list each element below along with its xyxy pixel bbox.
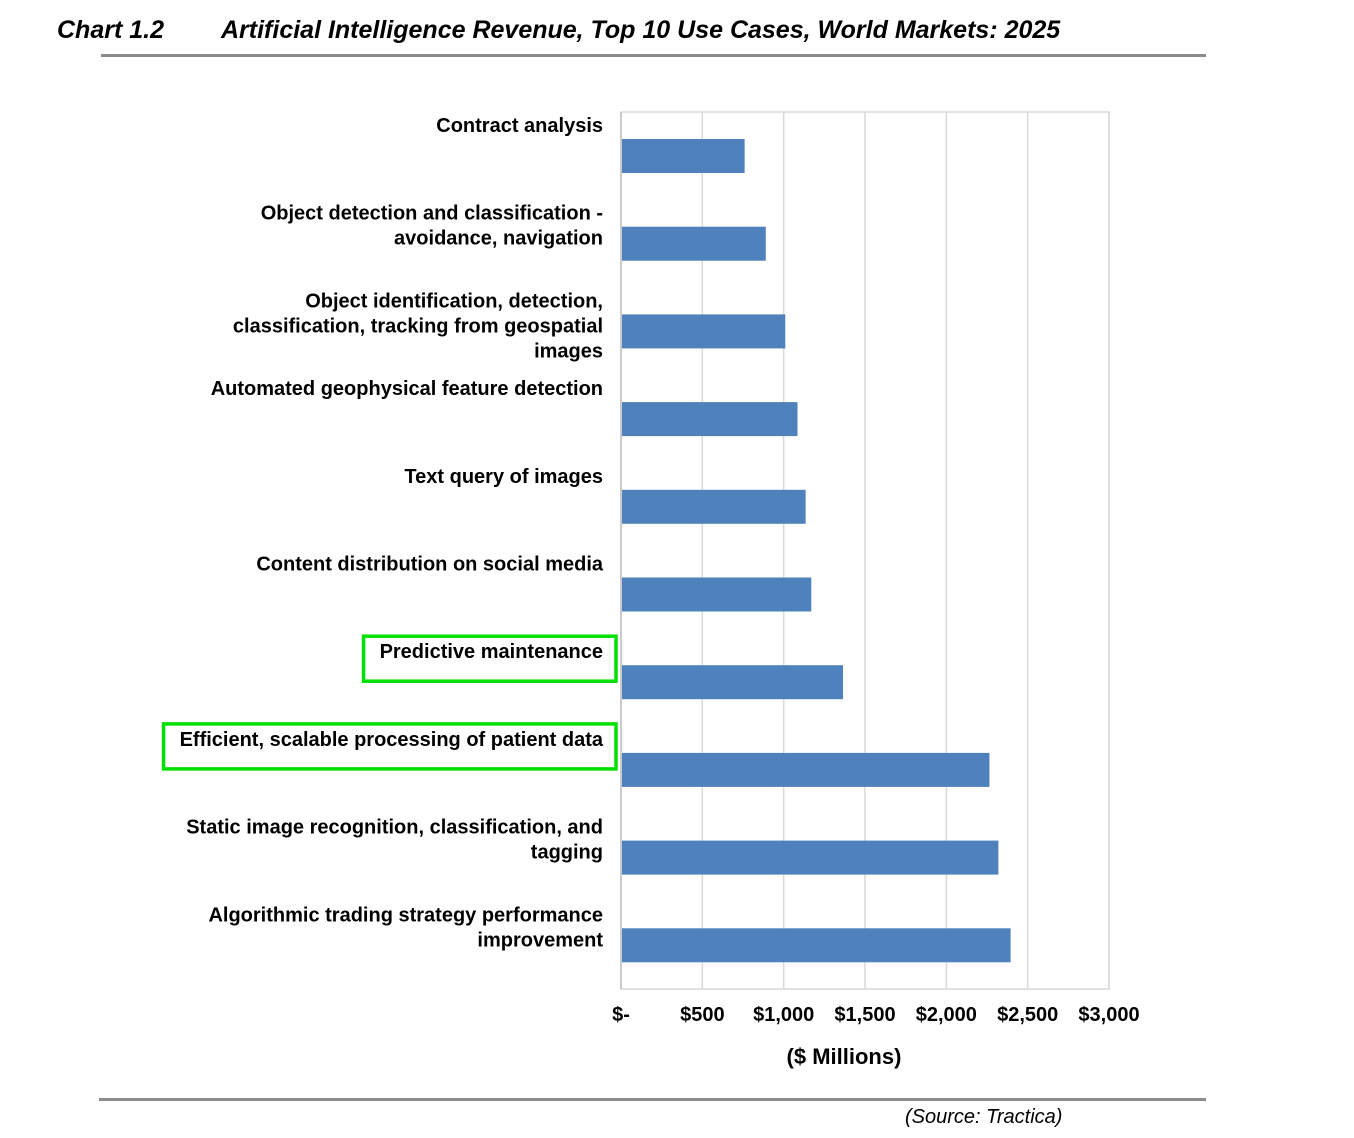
x-axis-label: ($ Millions) [787, 1044, 902, 1069]
category-label: images [534, 340, 603, 362]
category-label: classification, tracking from geospatial [233, 315, 603, 337]
x-tick-label: $1,500 [834, 1004, 895, 1026]
category-label: Contract analysis [436, 115, 603, 137]
bottom-divider [99, 1098, 1206, 1101]
x-tick-label: $2,500 [997, 1004, 1058, 1026]
bar [622, 402, 798, 437]
bar [622, 752, 990, 787]
category-label: Algorithmic trading strategy performance [208, 904, 603, 926]
bar [622, 840, 999, 875]
bar [622, 139, 745, 173]
category-label: Object identification, detection, [305, 290, 603, 312]
highlight-box [361, 634, 618, 683]
bar [622, 226, 766, 261]
top-divider [101, 54, 1206, 57]
source-note: (Source: Tractica) [905, 1106, 1063, 1128]
bar [622, 665, 844, 700]
x-tick-label: $- [612, 1004, 630, 1026]
category-label: improvement [477, 929, 603, 951]
category-label: avoidance, navigation [394, 228, 603, 250]
category-label: Text query of images [404, 466, 603, 488]
bar [622, 314, 786, 349]
chart-number: Chart 1.2 [57, 16, 164, 44]
x-tick-label: $500 [680, 1004, 725, 1026]
highlight-box [161, 722, 618, 771]
x-tick-label: $1,000 [753, 1004, 814, 1026]
category-label: tagging [531, 842, 603, 864]
category-label: Efficient, scalable processing of patien… [180, 729, 604, 751]
chart-header: Chart 1.2 Artificial Intelligence Revenu… [57, 16, 1207, 50]
category-label: Object detection and classification - [261, 203, 603, 225]
category-label: Content distribution on social media [256, 554, 604, 576]
bar [622, 489, 806, 524]
x-tick-label: $3,000 [1078, 1004, 1139, 1026]
bar [622, 928, 1011, 963]
category-label: Static image recognition, classification… [186, 817, 603, 839]
category-label: Automated geophysical feature detection [211, 378, 603, 400]
chart-title: Artificial Intelligence Revenue, Top 10 … [221, 16, 1061, 44]
category-label: Predictive maintenance [380, 641, 603, 663]
x-tick-label: $2,000 [916, 1004, 977, 1026]
bar [622, 577, 812, 612]
